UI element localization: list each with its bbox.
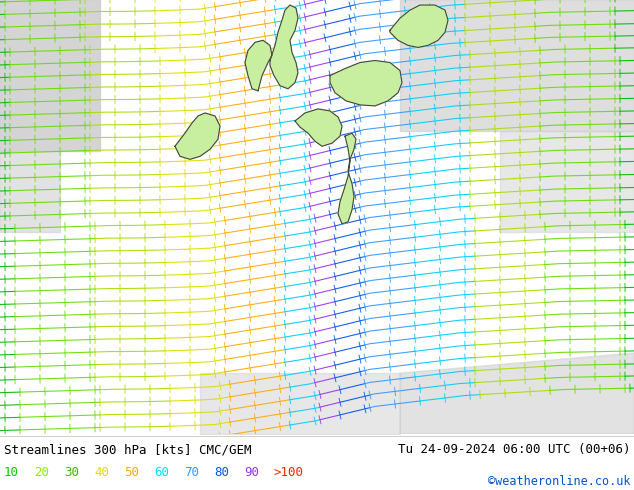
Text: >100: >100	[274, 466, 304, 479]
Text: 70: 70	[184, 466, 199, 479]
Polygon shape	[400, 353, 634, 434]
Polygon shape	[390, 5, 448, 48]
Polygon shape	[245, 40, 272, 91]
Polygon shape	[270, 5, 298, 89]
Text: 90: 90	[244, 466, 259, 479]
Text: 30: 30	[64, 466, 79, 479]
Text: Streamlines 300 hPa [kts] CMC/GEM: Streamlines 300 hPa [kts] CMC/GEM	[4, 443, 252, 456]
Polygon shape	[330, 60, 402, 106]
Polygon shape	[295, 109, 342, 146]
Text: 40: 40	[94, 466, 109, 479]
Polygon shape	[175, 113, 220, 159]
Text: 50: 50	[124, 466, 139, 479]
Text: 20: 20	[34, 466, 49, 479]
Text: 80: 80	[214, 466, 229, 479]
Text: ©weatheronline.co.uk: ©weatheronline.co.uk	[488, 475, 630, 489]
Polygon shape	[338, 133, 356, 224]
Text: 60: 60	[154, 466, 169, 479]
Text: 10: 10	[4, 466, 19, 479]
Text: Tu 24-09-2024 06:00 UTC (00+06): Tu 24-09-2024 06:00 UTC (00+06)	[398, 443, 630, 456]
